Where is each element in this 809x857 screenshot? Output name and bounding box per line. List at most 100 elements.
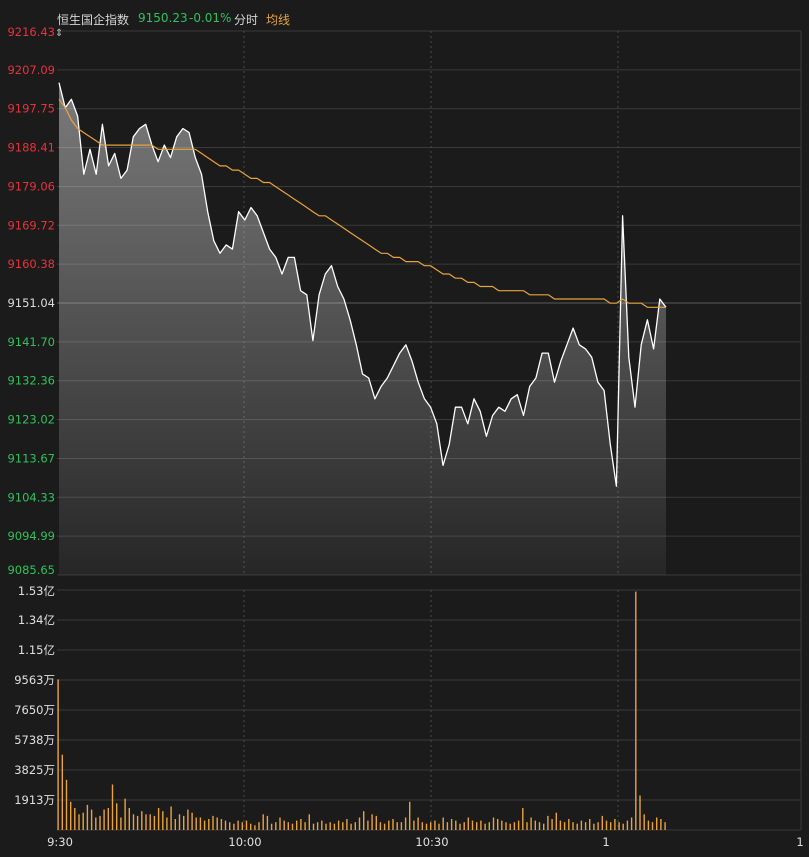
volume-bar [162, 811, 164, 830]
volume-bar [99, 815, 101, 830]
volume-bar [308, 814, 310, 830]
volume-bar [111, 784, 114, 830]
time-tick-label: 1 [602, 835, 609, 849]
volume-bar [589, 819, 591, 830]
volume-bar [388, 820, 390, 830]
volume-bar [191, 812, 193, 830]
volume-bar [363, 811, 365, 830]
volume-bar [279, 817, 281, 830]
volume-bar [635, 591, 637, 830]
volume-bar [371, 814, 373, 830]
volume-bar [480, 820, 482, 830]
volume-bar [229, 822, 231, 830]
volume-bar [509, 823, 511, 830]
volume-bar [484, 823, 486, 830]
volume-bar [497, 819, 499, 830]
volume-bar [534, 820, 536, 830]
volume-bar [266, 815, 269, 830]
volume-tick-label: 3825万 [14, 763, 55, 777]
volume-bar [124, 798, 126, 830]
volume-bar [584, 822, 587, 830]
volume-bar [643, 814, 645, 830]
volume-bar [551, 819, 553, 830]
volume-bar [74, 808, 76, 830]
volume-bar [141, 811, 143, 830]
volume-bar [337, 820, 340, 830]
avg-line-toggle[interactable]: 均线 [266, 13, 291, 27]
price-series [58, 82, 667, 575]
volume-bar [442, 817, 444, 830]
volume-bar [379, 822, 382, 830]
volume-tick-label: 1.53亿 [18, 584, 55, 598]
price-area-fill [59, 82, 666, 575]
volume-bar [404, 817, 407, 830]
volume-bar [358, 817, 361, 830]
scale-adjust-icon[interactable]: ⇕ [55, 28, 63, 39]
volume-bar [367, 820, 369, 830]
volume-bar [195, 817, 197, 830]
volume-bar [651, 822, 654, 830]
volume-tick-label: 1913万 [14, 793, 55, 807]
volume-bar [463, 822, 465, 830]
volume-bar [170, 806, 172, 830]
volume-bar [296, 820, 298, 830]
volume-bar [82, 812, 84, 830]
volume-bar [258, 822, 260, 830]
volume-bar [128, 808, 130, 830]
volume-bar [283, 820, 285, 830]
volume-bar [157, 808, 160, 830]
volume-bar [233, 823, 235, 830]
volume-bar [392, 819, 394, 830]
volume-bar [526, 822, 528, 830]
volume-bar [199, 817, 202, 830]
volume-bar [136, 815, 139, 830]
volume-bar [505, 822, 507, 830]
price-tick-label: 9132.36 [7, 374, 55, 388]
volume-bar [488, 822, 490, 830]
index-change: -0.01% [189, 11, 232, 25]
volume-bar [287, 822, 289, 830]
volume-bar [116, 803, 118, 830]
volume-bar [245, 820, 248, 830]
volume-bar [605, 820, 608, 830]
time-tick-label: 1 [796, 835, 803, 849]
volume-bar [614, 819, 616, 830]
volume-bar [467, 817, 469, 830]
price-tick-label: 9123.02 [7, 413, 55, 427]
volume-bar [86, 804, 89, 830]
price-tick-label: 9104.33 [7, 490, 55, 504]
volume-bar [555, 812, 557, 830]
volume-bar [639, 795, 641, 830]
price-tick-label: 9141.70 [7, 335, 55, 349]
period-tab-intraday[interactable]: 分时 [234, 13, 259, 27]
volume-bar [517, 820, 520, 830]
volume-bar [601, 815, 603, 830]
volume-bar [178, 814, 181, 830]
volume-bar [626, 820, 629, 830]
volume-bar [183, 815, 185, 830]
volume-bar [120, 817, 122, 830]
volume-bar [262, 814, 264, 830]
volume-bar [145, 814, 147, 830]
volume-tick-label: 5738万 [14, 733, 55, 747]
volume-bar [208, 819, 210, 830]
volume-bar [438, 823, 440, 830]
volume-bar [421, 822, 423, 830]
volume-bar [471, 820, 474, 830]
price-tick-label: 9151.04 [7, 296, 55, 310]
volume-bar [254, 825, 256, 830]
volume-bar [132, 814, 135, 830]
volume-bar [312, 823, 315, 830]
volume-bar [212, 815, 214, 830]
volume-bar [618, 822, 620, 830]
price-tick-label: 9207.09 [7, 63, 55, 77]
volume-bar [459, 823, 461, 830]
volume-bar [476, 822, 478, 830]
volume-bar [350, 823, 352, 830]
volume-bar [103, 809, 105, 830]
price-tick-label: 9169.72 [7, 218, 55, 232]
volume-bar [95, 817, 97, 830]
index-name: 恒生国企指数 [57, 13, 130, 27]
volume-bar [597, 822, 599, 830]
